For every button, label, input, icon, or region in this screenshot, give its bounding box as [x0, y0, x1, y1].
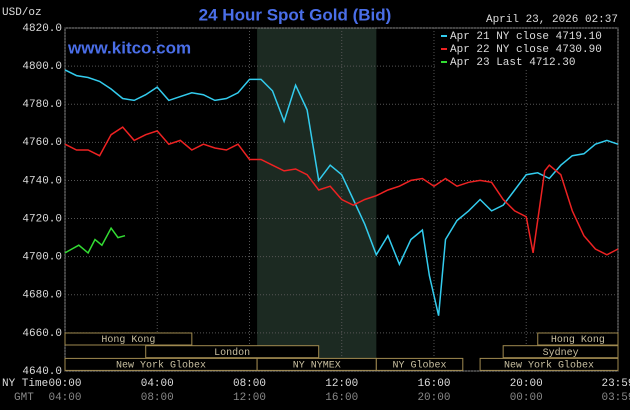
session-label: Sydney	[543, 347, 579, 359]
y-tick-label: 4820.0	[22, 23, 62, 35]
x2-axis-label: GMT	[14, 392, 34, 404]
x2-tick-label: 20:00	[417, 392, 450, 404]
session-box	[537, 332, 619, 346]
legend-label: Apr 22 NY close 4730.90	[450, 44, 602, 56]
x2-tick-label: 00:00	[510, 392, 543, 404]
x-tick-label: 08:00	[233, 378, 266, 390]
session-label: Hong Kong	[101, 335, 155, 346]
y-tick-label: 4640.0	[22, 366, 62, 378]
session-box	[145, 345, 320, 359]
x2-tick-label: 04:00	[48, 392, 81, 404]
x-tick-label: 23:59	[601, 378, 630, 390]
session-label: NY Globex	[393, 360, 447, 372]
watermark: www.kitco.com	[67, 38, 191, 57]
legend-label: Apr 23 Last 4712.30	[450, 57, 575, 69]
y-tick-label: 4780.0	[22, 99, 62, 111]
session-box	[479, 357, 619, 371]
y-tick-label: 4800.0	[22, 61, 62, 73]
timestamp: April 23, 2026 02:37	[486, 14, 618, 26]
chart-title: 24 Hour Spot Gold (Bid)	[199, 5, 392, 24]
series-line	[64, 126, 619, 256]
y-tick-label: 4760.0	[22, 137, 62, 149]
y-tick-label: 4740.0	[22, 175, 62, 187]
session-label: NY NYMEX	[293, 361, 341, 372]
session-label: London	[214, 347, 250, 359]
session-label: New York Globex	[504, 360, 594, 372]
y-tick-label: 4720.0	[22, 213, 62, 225]
session-box	[64, 332, 193, 346]
session-shade	[257, 28, 377, 371]
session-label: Hong Kong	[551, 335, 605, 346]
x-tick-label: 00:00	[48, 378, 81, 390]
session-box	[375, 357, 464, 371]
y-tick-label: 4700.0	[22, 252, 62, 264]
legend-label: Apr 21 NY close 4719.10	[450, 31, 602, 43]
series-line	[64, 69, 619, 316]
y-tick-label: 4660.0	[22, 328, 62, 340]
x-tick-label: 20:00	[510, 378, 543, 390]
x2-tick-label: 16:00	[325, 392, 358, 404]
y-axis-label: USD/oz	[2, 7, 42, 19]
session-label: New York Globex	[116, 360, 206, 372]
session-box	[502, 345, 619, 359]
y-tick-label: 4680.0	[22, 290, 62, 302]
x-tick-label: 16:00	[417, 378, 450, 390]
x-tick-label: 04:00	[141, 378, 174, 390]
x-axis-label: NY Time	[2, 378, 48, 390]
x2-tick-label: 08:00	[141, 392, 174, 404]
legend-box	[437, 29, 617, 69]
x2-tick-label: 12:00	[233, 392, 266, 404]
x2-tick-label: 03:59	[601, 392, 630, 404]
series-line	[64, 226, 126, 255]
x-tick-label: 12:00	[325, 378, 358, 390]
